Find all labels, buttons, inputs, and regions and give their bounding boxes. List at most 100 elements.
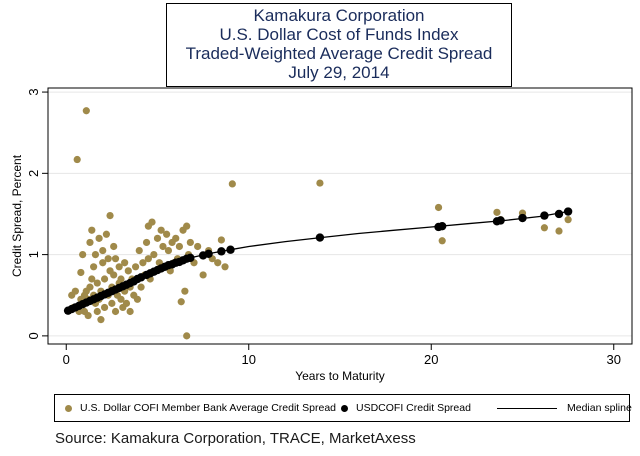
y-tick-label: 3 bbox=[26, 88, 41, 95]
cofi-point bbox=[315, 233, 325, 242]
member-point bbox=[142, 238, 151, 247]
legend-label-cofi: USDCOFI Credit Spread bbox=[356, 402, 471, 414]
member-point bbox=[97, 316, 105, 324]
member-point bbox=[90, 263, 98, 271]
member-point bbox=[137, 283, 145, 291]
member-point bbox=[84, 311, 92, 320]
cofi-point bbox=[563, 207, 573, 216]
y-axis-label: Credit Spread, Percent bbox=[10, 154, 24, 277]
title-line-1: Kamakura Corporation bbox=[253, 6, 425, 25]
member-point bbox=[150, 251, 158, 259]
cofi-point bbox=[186, 253, 195, 263]
legend-label-member: U.S. Dollar COFI Member Bank Average Cre… bbox=[80, 402, 336, 414]
member-point bbox=[186, 238, 194, 247]
member-point bbox=[181, 287, 189, 295]
source-note: Source: Kamakura Corporation, TRACE, Mar… bbox=[55, 430, 416, 447]
title-line-3: Traded-Weighted Average Credit Spread bbox=[185, 44, 493, 63]
member-point bbox=[110, 242, 118, 251]
member-point bbox=[172, 234, 180, 242]
member-point bbox=[79, 251, 87, 259]
x-tick-label: 30 bbox=[607, 352, 621, 367]
member-point bbox=[564, 216, 572, 224]
member-point bbox=[194, 242, 202, 251]
x-tick-label: 0 bbox=[63, 352, 70, 367]
legend-marker-member bbox=[65, 404, 72, 412]
member-point bbox=[144, 255, 152, 263]
member-point bbox=[100, 275, 109, 283]
legend-item-cofi: USDCOFI Credit Spread bbox=[341, 395, 471, 421]
member-point bbox=[88, 275, 96, 283]
member-point bbox=[73, 155, 81, 164]
member-point bbox=[493, 208, 501, 216]
member-point bbox=[126, 307, 134, 316]
member-point bbox=[77, 268, 85, 277]
legend-item-spline: Median spline bbox=[497, 395, 632, 421]
member-point bbox=[183, 332, 191, 340]
member-point bbox=[104, 255, 112, 263]
member-point bbox=[139, 259, 147, 267]
member-point bbox=[175, 242, 183, 251]
member-point bbox=[95, 234, 103, 242]
y-tick-label: 0 bbox=[26, 332, 41, 339]
title-line-4: July 29, 2014 bbox=[288, 63, 390, 82]
member-point bbox=[91, 251, 100, 259]
member-point bbox=[555, 227, 563, 235]
member-point bbox=[122, 299, 131, 307]
x-axis-label: Years to Maturity bbox=[295, 369, 385, 383]
legend-item-member: U.S. Dollar COFI Member Bank Average Cre… bbox=[65, 395, 336, 421]
x-tick-label: 20 bbox=[424, 352, 438, 367]
cofi-point bbox=[496, 216, 505, 225]
member-point bbox=[164, 246, 173, 255]
member-point bbox=[148, 218, 156, 226]
cofi-point bbox=[518, 213, 527, 223]
member-point bbox=[93, 307, 101, 316]
member-point bbox=[121, 259, 129, 267]
member-point bbox=[540, 224, 549, 232]
member-point bbox=[100, 303, 109, 312]
chart-title-box: Kamakura Corporation U.S. Dollar Cost of… bbox=[166, 3, 512, 87]
member-point bbox=[115, 263, 123, 271]
member-point bbox=[183, 222, 191, 230]
legend-label-spline: Median spline bbox=[567, 402, 632, 414]
y-tick-label: 2 bbox=[26, 170, 41, 177]
member-point bbox=[93, 279, 101, 287]
member-point bbox=[106, 211, 114, 220]
member-point bbox=[153, 234, 162, 242]
member-point bbox=[132, 263, 140, 271]
cofi-point bbox=[438, 221, 447, 231]
member-point bbox=[88, 226, 96, 234]
member-point bbox=[99, 259, 107, 267]
cofi-point bbox=[226, 245, 235, 254]
cofi-point bbox=[204, 249, 213, 258]
member-point bbox=[110, 271, 118, 279]
member-point bbox=[159, 242, 167, 251]
y-axis: 0 1 2 3 bbox=[26, 88, 49, 339]
cofi-point bbox=[540, 211, 549, 220]
member-point bbox=[86, 238, 94, 247]
member-point bbox=[71, 287, 79, 295]
member-point bbox=[199, 271, 207, 279]
y-tick-label: 1 bbox=[26, 251, 41, 258]
member-point bbox=[82, 107, 90, 115]
member-point bbox=[217, 236, 225, 244]
member-point bbox=[214, 259, 222, 267]
member-point bbox=[102, 230, 110, 238]
member-point bbox=[99, 246, 107, 255]
title-line-2: U.S. Dollar Cost of Funds Index bbox=[219, 25, 459, 44]
usdcofi-points bbox=[63, 207, 573, 315]
x-axis: 0 10 20 30 bbox=[63, 343, 621, 367]
grid-lines bbox=[48, 91, 632, 337]
member-point bbox=[86, 283, 94, 291]
cofi-point bbox=[554, 209, 564, 219]
x-tick-label: 10 bbox=[242, 352, 256, 367]
member-point bbox=[221, 263, 229, 271]
member-point bbox=[111, 255, 120, 263]
member-point bbox=[163, 230, 171, 238]
member-point bbox=[133, 295, 142, 303]
legend-marker-cofi bbox=[341, 404, 348, 412]
member-point bbox=[111, 307, 120, 316]
member-point bbox=[135, 246, 143, 255]
member-point bbox=[228, 180, 236, 188]
legend-marker-spline bbox=[497, 407, 557, 409]
member-point bbox=[124, 267, 132, 275]
